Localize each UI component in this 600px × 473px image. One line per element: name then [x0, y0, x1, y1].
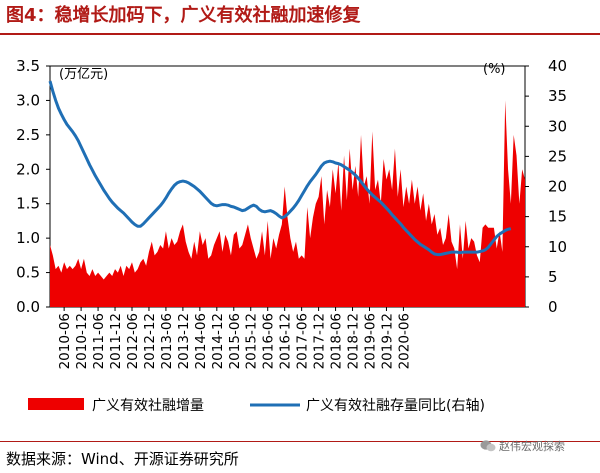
left-tick-label: 1.0: [16, 229, 40, 247]
x-tick-label: 2020-06: [396, 313, 412, 369]
left-tick-label: 1.5: [16, 195, 40, 213]
left-axis-unit: (万亿元): [59, 67, 108, 82]
legend-swatch-area: [28, 398, 84, 410]
x-tick-label: 2017-12: [312, 313, 328, 369]
left-tick-label: 2.0: [16, 160, 40, 178]
title-rule: [0, 33, 600, 35]
x-tick-label: 2014-06: [193, 313, 209, 369]
right-axis-unit: (%): [483, 62, 506, 77]
chart: 0.0 0.5 1.0 1.5 2.0 2.5 3.0 3.5 0 5 10 15 20 25 30 35 4…: [16, 57, 567, 414]
right-tick-label: 40: [548, 57, 567, 75]
left-tick-label: 0.0: [16, 298, 40, 316]
right-tick-label: 25: [548, 147, 567, 165]
x-tick-label: 2011-06: [91, 313, 107, 369]
right-tick-label: 10: [548, 238, 567, 256]
x-tick-label: 2010-12: [74, 313, 90, 369]
legend-label-line: 广义有效社融存量同比(右轴): [306, 398, 485, 414]
right-tick-label: 15: [548, 208, 567, 226]
left-tick-label: 3.0: [16, 91, 40, 109]
source-note: 数据来源：Wind、开源证券研究所: [6, 450, 239, 468]
right-tick-label: 30: [548, 117, 567, 135]
x-tick-label: 2019-06: [362, 313, 378, 369]
x-tick-label: 2016-12: [278, 313, 294, 369]
x-tick-label: 2015-12: [244, 313, 260, 369]
watermark-text: 赵伟宏观探索: [499, 440, 565, 453]
x-tick-label: 2012-06: [125, 313, 141, 369]
wechat-icon: [480, 440, 496, 452]
left-tick-label: 2.5: [16, 126, 40, 144]
x-tick-label: 2013-12: [176, 313, 192, 369]
x-tick-label: 2018-06: [329, 313, 345, 369]
figure-title: 图4：稳增长加码下，广义有效社融加速修复: [6, 5, 361, 26]
x-axis: 2010-06 2010-12 2011-06 2011-12 2012-06 2012-…: [57, 307, 412, 369]
legend-label-area: 广义有效社融增量: [92, 398, 204, 414]
x-tick-label: 2017-06: [295, 313, 311, 369]
x-tick-label: 2018-12: [346, 313, 362, 369]
right-axis: 0 5 10 15 20 25 30 35 40: [525, 57, 567, 316]
area-path: [50, 100, 525, 308]
right-tick-label: 35: [548, 87, 567, 105]
right-tick-label: 20: [548, 178, 567, 196]
x-tick-label: 2015-06: [227, 313, 243, 369]
x-tick-label: 2019-12: [379, 313, 395, 369]
right-tick-label: 0: [548, 298, 558, 316]
x-tick-label: 2013-06: [159, 313, 175, 369]
left-tick-label: 3.5: [16, 57, 40, 75]
line-series: [48, 80, 512, 257]
left-tick-label: 0.5: [16, 264, 40, 282]
x-tick-label: 2016-06: [261, 313, 277, 369]
left-axis: 0.0 0.5 1.0 1.5 2.0 2.5 3.0 3.5: [16, 57, 50, 316]
x-tick-label: 2014-12: [210, 313, 226, 369]
legend: 广义有效社融增量 广义有效社融存量同比(右轴): [28, 398, 485, 414]
x-tick-label: 2012-12: [142, 313, 158, 369]
right-tick-label: 5: [548, 268, 558, 286]
watermark: 赵伟宏观探索: [480, 438, 565, 454]
area-series: [50, 100, 525, 308]
footer-rule: [0, 441, 600, 442]
line-path: [48, 80, 512, 257]
x-tick-label: 2011-12: [108, 313, 124, 369]
x-tick-label: 2010-06: [57, 313, 73, 369]
